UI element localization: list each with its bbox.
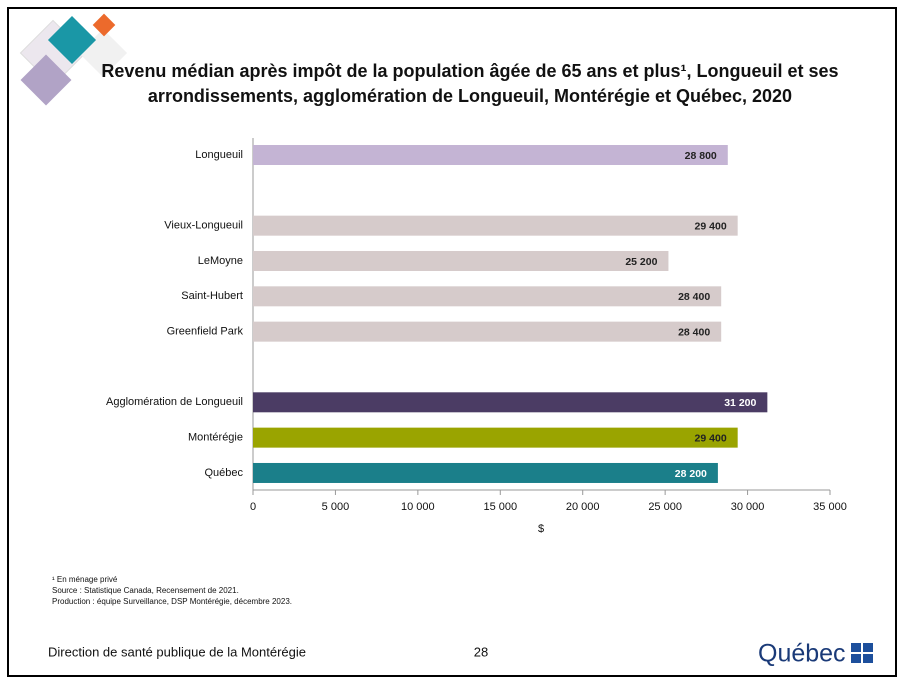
bar bbox=[253, 250, 669, 271]
x-tick-label: 30 000 bbox=[731, 501, 765, 513]
bar bbox=[253, 321, 722, 342]
bar bbox=[253, 286, 722, 307]
y-tick-label: Montérégie bbox=[188, 432, 243, 444]
diamond bbox=[92, 13, 116, 37]
data-label: 31 200 bbox=[724, 397, 756, 409]
y-tick-label: Greenfield Park bbox=[167, 326, 244, 338]
footnote: Production : équipe Surveillance, DSP Mo… bbox=[52, 597, 292, 606]
y-tick-label: Longueuil bbox=[195, 149, 243, 161]
bar bbox=[253, 462, 718, 483]
y-tick-label: Agglomération de Longueuil bbox=[106, 396, 243, 408]
data-label: 29 400 bbox=[695, 220, 727, 232]
decoration bbox=[19, 13, 128, 106]
y-tick-label: Saint-Hubert bbox=[181, 290, 243, 302]
x-tick-label: 35 000 bbox=[813, 501, 847, 513]
x-tick-label: 20 000 bbox=[566, 501, 600, 513]
data-label: 25 200 bbox=[625, 256, 657, 268]
data-label: 29 400 bbox=[695, 432, 727, 444]
x-tick-label: 10 000 bbox=[401, 501, 435, 513]
bar bbox=[253, 392, 768, 413]
bar bbox=[253, 215, 738, 236]
footer-organization: Direction de santé publique de la Montér… bbox=[48, 644, 306, 659]
data-label: 28 400 bbox=[678, 291, 710, 303]
data-label: 28 800 bbox=[685, 150, 717, 162]
logo-text: Québec bbox=[758, 640, 846, 668]
footnote: Source : Statistique Canada, Recensement… bbox=[52, 586, 239, 595]
data-label: 28 400 bbox=[678, 326, 710, 338]
x-tick-label: 25 000 bbox=[648, 501, 682, 513]
x-tick-label: 15 000 bbox=[483, 501, 517, 513]
logo-flag bbox=[851, 643, 873, 663]
diamond bbox=[20, 54, 72, 106]
y-tick-label: Québec bbox=[204, 467, 243, 479]
bar bbox=[253, 427, 738, 448]
x-tick-label: 5 000 bbox=[322, 501, 350, 513]
chart-title: Revenu médian après impôt de la populati… bbox=[101, 61, 838, 81]
slide-frame bbox=[7, 7, 897, 677]
x-tick-label: 0 bbox=[250, 501, 256, 513]
chart-title: arrondissements, agglomération de Longue… bbox=[148, 86, 792, 106]
bar bbox=[253, 145, 728, 165]
footnote: ¹ En ménage privé bbox=[52, 575, 118, 584]
data-label: 28 200 bbox=[675, 468, 707, 480]
y-tick-label: Vieux-Longueuil bbox=[164, 220, 243, 232]
x-axis-label: $ bbox=[538, 523, 544, 535]
y-tick-label: LeMoyne bbox=[198, 255, 243, 267]
page-number: 28 bbox=[474, 644, 488, 659]
